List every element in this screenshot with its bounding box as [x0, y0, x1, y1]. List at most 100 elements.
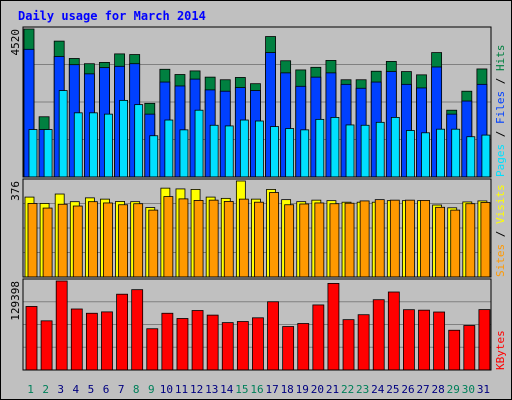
bar-kbytes-day-undefined: [372, 299, 385, 371]
x-tick-label-13: 13: [205, 383, 218, 396]
bar-kbytes-day-undefined: [206, 314, 219, 371]
bar-pages-day-25: [390, 117, 400, 178]
bar-sites-day-undefined: [465, 203, 476, 278]
bar-kbytes-day-undefined: [342, 319, 355, 371]
bar-sites-day-undefined: [284, 204, 295, 278]
bar-kbytes-day-undefined: [357, 314, 370, 371]
bar-pages-day-14: [224, 125, 234, 178]
bar-pages-day-7: [119, 99, 128, 178]
bar-pages-day-17: [270, 126, 279, 178]
x-tick-label-4: 4: [73, 383, 80, 396]
x-tick-label-29: 29: [447, 383, 460, 396]
bar-sites-day-undefined: [42, 207, 53, 278]
x-tick-label-9: 9: [148, 383, 155, 396]
x-tick-label-11: 11: [175, 383, 188, 396]
bar-pages-day-28: [436, 128, 446, 178]
bar-kbytes-day-undefined: [267, 301, 279, 371]
panel-0-ymax-label: 4520: [9, 29, 22, 56]
bar-sites-day-undefined: [405, 199, 415, 278]
bar-pages-day-15: [239, 119, 249, 178]
panel-2-border: [22, 278, 492, 371]
x-tick-label-7: 7: [118, 383, 125, 396]
bar-pages-day-5: [88, 112, 98, 178]
bar-sites-day-undefined: [389, 199, 400, 278]
bar-kbytes-day-undefined: [463, 325, 476, 371]
bar-kbytes-day-undefined: [55, 280, 68, 371]
bar-sites-day-undefined: [103, 202, 113, 278]
x-tick-label-21: 21: [326, 383, 339, 396]
bar-pages-day-21: [330, 117, 340, 178]
bar-sites-day-undefined: [420, 200, 430, 278]
bar-sites-day-undefined: [344, 202, 355, 278]
bar-sites-day-undefined: [480, 202, 491, 278]
bar-sites-day-undefined: [178, 198, 189, 278]
bar-sites-day-undefined: [133, 203, 144, 278]
panel-1-border: [22, 178, 492, 278]
bar-kbytes-day-undefined: [146, 328, 159, 371]
bar-pages-day-1: [28, 129, 38, 178]
bar-pages-day-10: [164, 119, 174, 178]
bar-pages-day-18: [285, 128, 295, 178]
legend-visits: Visits: [494, 184, 507, 224]
bar-kbytes-day-undefined: [418, 309, 430, 371]
x-tick-label-28: 28: [432, 383, 445, 396]
bar-sites-day-undefined: [223, 201, 234, 278]
bar-sites-day-undefined: [374, 199, 385, 278]
x-tick-label-26: 26: [401, 383, 414, 396]
bar-kbytes-day-undefined: [478, 309, 491, 371]
bar-sites-day-undefined: [148, 209, 159, 278]
legend-files: Files: [494, 91, 507, 124]
panel-2-ymax-label: 129398: [9, 281, 22, 321]
bar-kbytes-day-undefined: [191, 310, 204, 371]
bar-pages-day-12: [194, 109, 204, 178]
x-tick-label-25: 25: [386, 383, 399, 396]
bar-pages-day-19: [300, 129, 310, 178]
bar-sites-day-undefined: [163, 196, 174, 278]
x-tick-label-6: 6: [103, 383, 110, 396]
legend-separator: /: [494, 124, 507, 144]
bar-pages-day-30: [466, 136, 476, 178]
legend-sites: Sites: [494, 244, 507, 277]
legend-kbytes: KBytes: [494, 330, 507, 370]
panel-2-legend: KBytes: [494, 330, 507, 370]
bar-pages-day-2: [43, 129, 53, 178]
bar-pages-day-20: [315, 118, 325, 178]
x-tick-label-12: 12: [190, 383, 203, 396]
x-tick-label-23: 23: [356, 383, 369, 396]
bar-pages-day-29: [451, 128, 461, 178]
bar-kbytes-day-undefined: [433, 311, 446, 371]
bar-kbytes-day-undefined: [327, 283, 340, 371]
bar-sites-day-undefined: [87, 201, 98, 278]
bar-sites-day-undefined: [329, 203, 340, 278]
bar-pages-day-31: [481, 134, 491, 178]
bar-pages-day-11: [179, 129, 189, 178]
bar-kbytes-day-undefined: [70, 308, 83, 371]
bar-sites-day-undefined: [72, 205, 83, 278]
bar-kbytes-day-undefined: [387, 291, 400, 371]
x-tick-label-15: 15: [235, 383, 248, 396]
x-tick-label-14: 14: [220, 383, 234, 396]
x-tick-label-27: 27: [416, 383, 429, 396]
chart-title: Daily usage for March 2014: [18, 9, 206, 23]
x-tick-label-18: 18: [281, 383, 294, 396]
bar-sites-day-undefined: [359, 200, 370, 278]
bar-sites-day-undefined: [435, 206, 446, 278]
bar-kbytes-day-undefined: [236, 321, 249, 371]
x-tick-label-8: 8: [133, 383, 140, 396]
x-tick-label-31: 31: [477, 383, 490, 396]
x-tick-label-2: 2: [42, 383, 49, 396]
bar-sites-day-undefined: [238, 198, 249, 278]
bar-sites-day-undefined: [450, 209, 461, 278]
bar-kbytes-day-undefined: [312, 304, 325, 371]
bar-pages-day-26: [406, 130, 415, 178]
bar-sites-day-undefined: [254, 201, 264, 278]
bar-pages-day-4: [73, 112, 83, 178]
x-tick-label-30: 30: [462, 383, 475, 396]
bar-pages-day-23: [360, 124, 370, 178]
panel-1-legend: Sites / Visits: [494, 184, 507, 277]
x-tick-label-10: 10: [160, 383, 173, 396]
bar-pages-day-6: [104, 113, 113, 178]
bar-kbytes-day-undefined: [116, 293, 128, 371]
bar-kbytes-day-undefined: [282, 326, 295, 371]
